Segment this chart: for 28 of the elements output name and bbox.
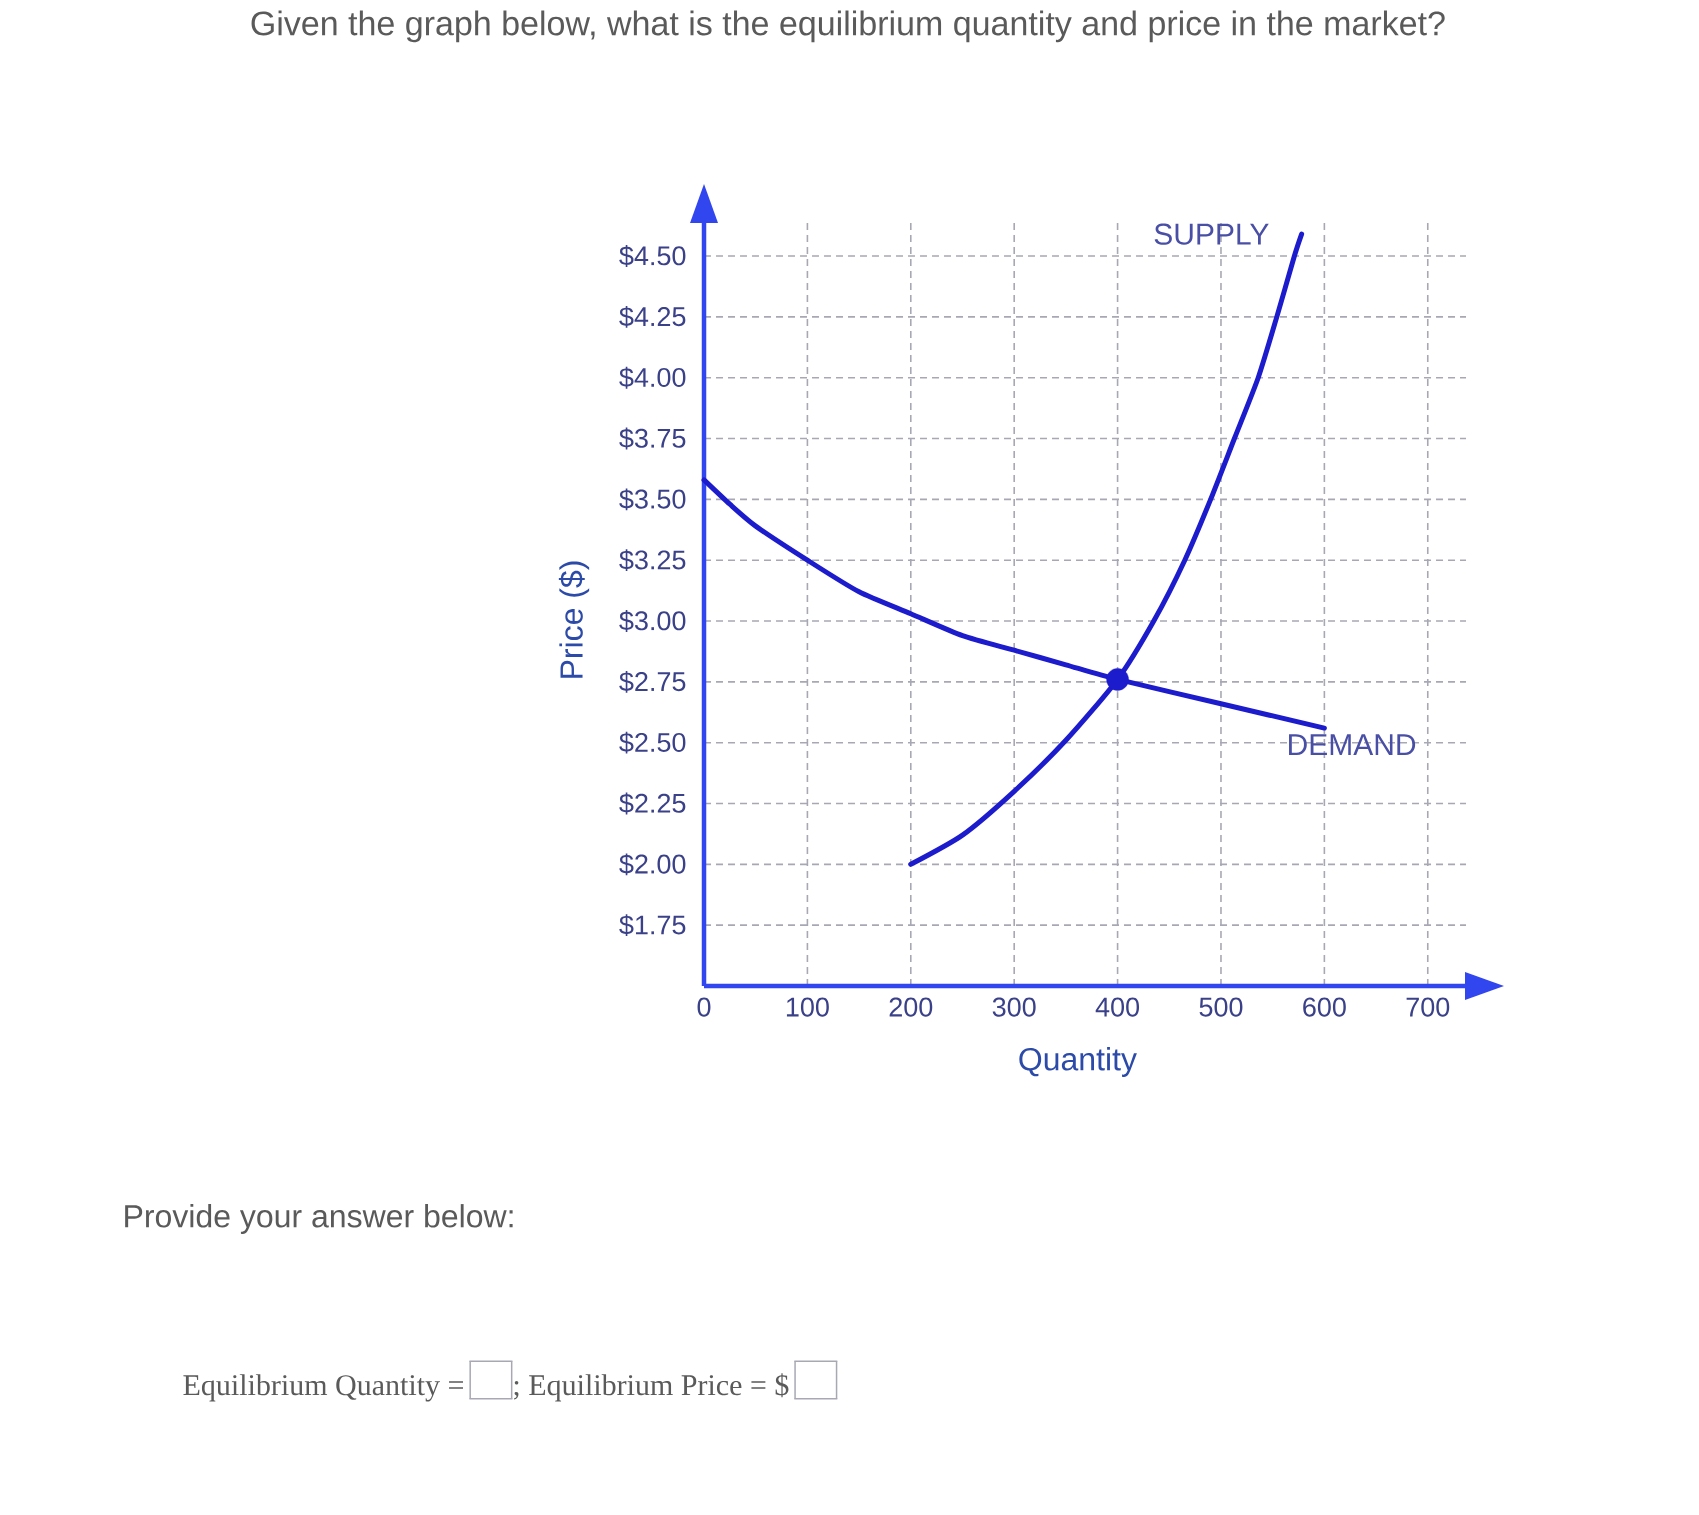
text: Provide your answer below:	[125, 1204, 513, 1234]
chart-title: Given the graph below, what is the equilibrium quantity and price in the market?	[251, 10, 1445, 43]
y-axis-title: Price ($)	[558, 561, 590, 678]
y-tick-label: $2.25	[619, 792, 686, 815]
y-tick-label: $3.00	[619, 610, 686, 632]
x-tick-label: 600	[1303, 997, 1346, 1017]
x-tick-label: 700	[1406, 997, 1450, 1017]
x-tick-label: 0	[697, 997, 711, 1017]
y-tick-label: $4.50	[619, 245, 686, 267]
y-tick-label: $2.50	[619, 731, 686, 754]
x-tick-label: 100	[786, 997, 829, 1017]
text: Equilibrium Quantity =	[183, 1374, 463, 1402]
series-label: DEMAND	[1289, 734, 1416, 755]
text: ; Equilibrium Price = $	[513, 1373, 789, 1402]
y-tick-label: $3.75	[619, 427, 686, 450]
x-tick-label: 400	[1095, 997, 1140, 1017]
y-tick-label: $4.25	[619, 305, 686, 328]
y-tick-label: $1.75	[619, 914, 686, 937]
y-tick-label: $4.00	[619, 366, 686, 389]
series-label: SUPPLY	[1154, 223, 1269, 245]
x-axis-title: Quantity	[1019, 1047, 1137, 1077]
y-tick-label: $3.50	[619, 488, 686, 511]
x-tick-label: 200	[889, 997, 933, 1017]
y-tick-label: $3.25	[619, 549, 686, 572]
x-tick-label: 300	[992, 997, 1036, 1017]
y-tick-label: $2.75	[619, 670, 686, 693]
y-tick-label: $2.00	[619, 853, 686, 876]
x-tick-label: 500	[1199, 997, 1243, 1017]
